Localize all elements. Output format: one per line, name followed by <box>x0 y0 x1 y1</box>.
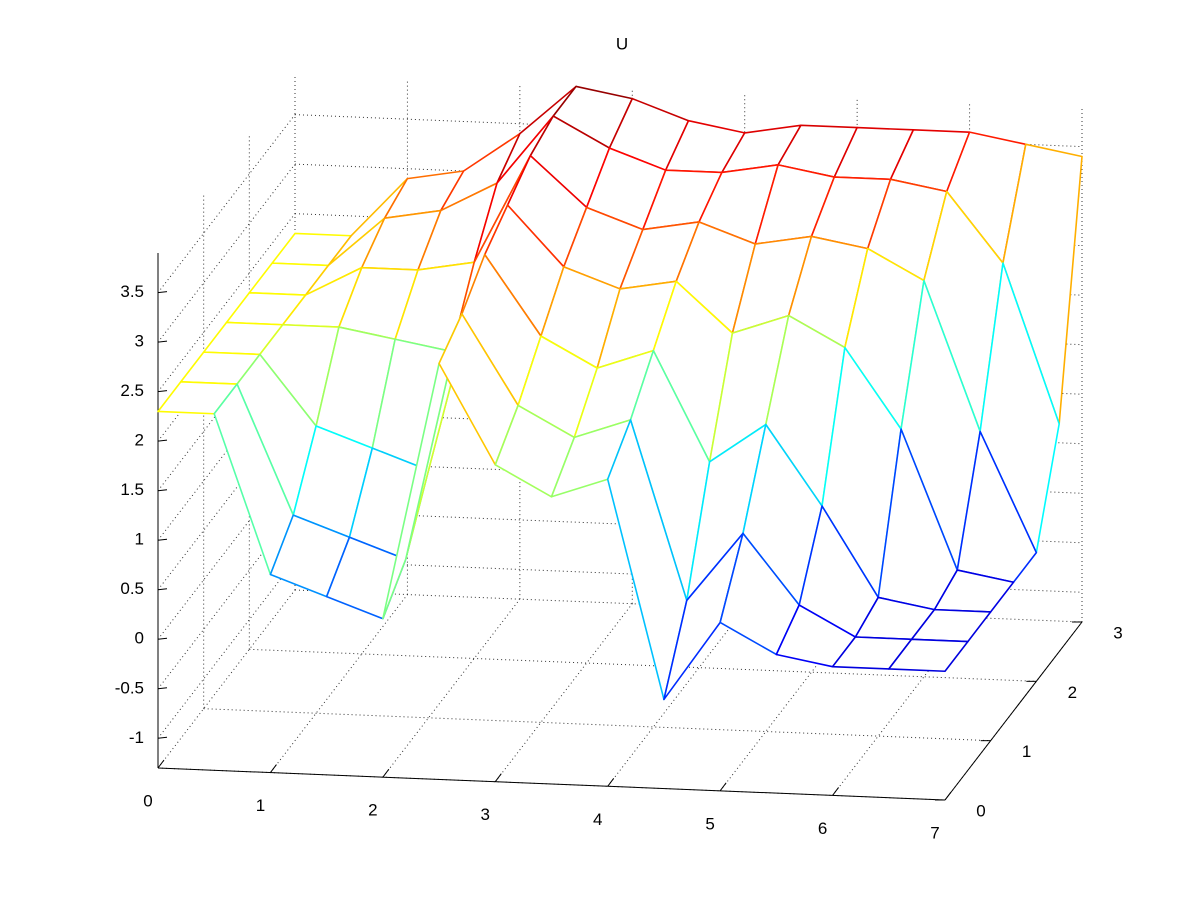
y-tick-label: 0 <box>976 801 985 820</box>
tick-mark <box>607 777 615 787</box>
tick-mark <box>157 390 168 393</box>
z-tick-label: 2 <box>135 431 144 450</box>
x-tick-label: 2 <box>368 801 377 820</box>
grid-line <box>157 114 296 293</box>
tick-mark <box>157 538 168 541</box>
grid-line <box>719 612 858 792</box>
grid-line <box>157 559 296 739</box>
grid-line <box>494 603 633 783</box>
tick-mark <box>157 439 168 442</box>
surface-patch <box>887 638 969 673</box>
tick-mark <box>157 489 168 492</box>
grid-line <box>157 460 296 640</box>
tick-mark <box>157 687 168 690</box>
grid-line <box>832 617 970 796</box>
grid-line <box>249 648 1037 682</box>
grid-line <box>203 708 991 742</box>
chart-title: U <box>616 34 628 53</box>
tick-mark <box>494 773 502 783</box>
y-tick-label: 1 <box>1022 742 1031 761</box>
grid-line <box>607 607 746 787</box>
x-tick-label: 7 <box>930 823 939 842</box>
grid-line <box>157 589 296 769</box>
grid-line <box>270 594 408 773</box>
z-tick-label: 3.5 <box>120 282 144 301</box>
x-tick-label: 0 <box>143 791 152 810</box>
tick-mark <box>270 764 277 773</box>
grid-line <box>157 411 296 591</box>
tick-mark <box>157 736 168 739</box>
tick-mark <box>719 782 727 792</box>
z-tick-label: 2.5 <box>120 381 144 400</box>
z-tick-label: 0.5 <box>120 579 144 598</box>
grid-line <box>157 213 296 392</box>
x-tick-label: 6 <box>818 819 827 838</box>
grid-line <box>157 163 296 343</box>
tick-mark <box>382 768 390 778</box>
z-tick-label: -0.5 <box>115 678 144 697</box>
z-tick-label: -1 <box>129 728 144 747</box>
tick-mark <box>944 791 952 801</box>
grid-line <box>157 510 296 690</box>
z-tick-label: 1 <box>135 530 144 549</box>
x-tick-label: 4 <box>593 810 602 829</box>
tick-mark <box>832 787 839 796</box>
tick-mark <box>157 340 168 343</box>
tick-mark <box>157 291 168 294</box>
y-axis <box>944 621 1083 801</box>
tick-mark <box>157 588 168 591</box>
z-tick-label: 0 <box>135 629 144 648</box>
x-axis <box>157 767 946 801</box>
y-tick-label: 3 <box>1113 623 1122 642</box>
z-tick-label: 1.5 <box>120 480 144 499</box>
tick-mark <box>157 759 165 769</box>
x-tick-label: 3 <box>481 805 490 824</box>
z-tick-label: 3 <box>135 332 144 351</box>
tick-mark <box>157 637 168 640</box>
y-tick-label: 2 <box>1068 683 1077 702</box>
x-tick-label: 5 <box>705 814 714 833</box>
x-tick-label: 1 <box>256 796 265 815</box>
grid-line <box>382 598 521 778</box>
